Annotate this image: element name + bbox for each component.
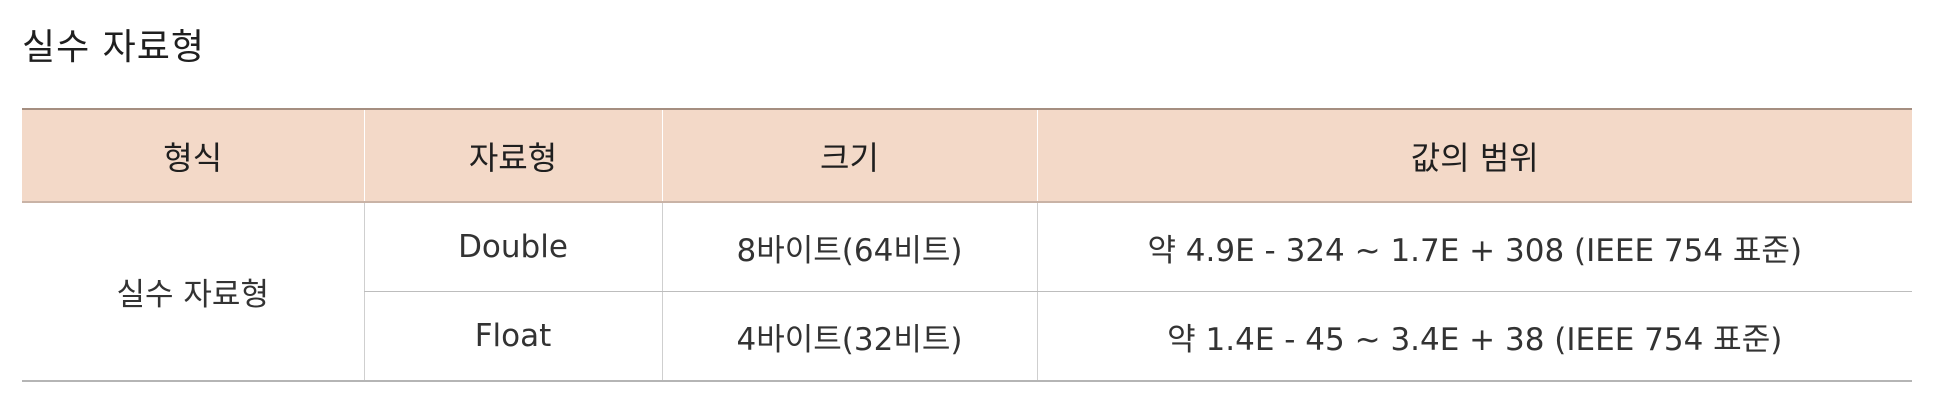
table-row: Float 4바이트(32비트) 약 1.4E - 45 ~ 3.4E + 38… [22,291,1912,382]
header-data-type: 자료형 [363,108,662,203]
size-cell: 8바이트(64비트) [661,202,1037,292]
size-cell: 4바이트(32비트) [661,291,1037,382]
type-cell: Double [363,202,662,292]
table-header-row: 형식 자료형 크기 값의 범위 [22,108,1912,203]
header-format: 형식 [22,108,364,203]
type-cell: Float [363,291,662,382]
table-row: 실수 자료형 Double 8바이트(64비트) 약 4.9E - 324 ~ … [22,202,1912,382]
section-title: 실수 자료형 [22,27,206,68]
data-type-table: 형식 자료형 크기 값의 범위 실수 자료형 Double 8바이트(64비트)… [22,108,1912,382]
group-label-cell: 실수 자료형 [22,202,364,382]
header-value-range: 값의 범위 [1036,108,1912,203]
header-size: 크기 [661,108,1037,203]
range-cell: 약 1.4E - 45 ~ 3.4E + 38 (IEEE 754 표준) [1036,291,1912,382]
range-cell: 약 4.9E - 324 ~ 1.7E + 308 (IEEE 754 표준) [1036,202,1912,292]
